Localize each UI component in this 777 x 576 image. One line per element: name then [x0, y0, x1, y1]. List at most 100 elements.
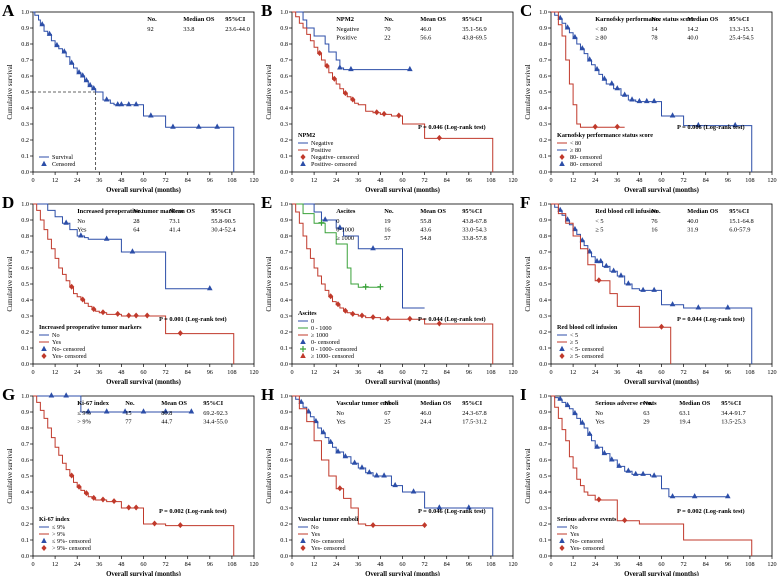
table-cell: ≥ 80: [595, 35, 607, 42]
censor-mark: [608, 80, 615, 86]
censor-mark: [385, 315, 391, 322]
censor-mark: [579, 419, 586, 425]
censor-mark: [331, 75, 337, 82]
censor-mark: [177, 330, 183, 337]
censor-mark: [195, 123, 202, 129]
y-tick-label: 0.0: [280, 361, 288, 368]
censor-mark: [115, 310, 121, 317]
y-tick-label: 0.4: [280, 297, 288, 304]
table-cell: 25.4-54.5: [729, 35, 754, 42]
y-tick-label: 0.0: [21, 553, 29, 560]
y-tick-label: 1.0: [21, 9, 29, 16]
legend-label: Positive: [311, 147, 331, 154]
table-cell: 77: [125, 419, 132, 426]
table-cell: No: [595, 410, 603, 417]
legend-label: 0: [311, 318, 314, 325]
censor-mark: [63, 219, 69, 225]
table-cell: Positive: [336, 35, 357, 42]
x-tick-label: 48: [636, 561, 642, 568]
y-tick-label: 0.2: [280, 329, 288, 336]
x-tick-label: 24: [592, 369, 598, 376]
x-tick-label: 108: [745, 561, 754, 568]
legend-swatch-marker: [41, 545, 47, 551]
legend-swatch-marker: [559, 154, 565, 160]
censor-mark: [381, 110, 387, 117]
table-cell: 46.0: [420, 410, 431, 417]
panel-f: F 0.0 0.1 0.2 0.3 0.4 0.5 0.6 0.7 0.8 0.9 1.0 0 12 24 3…: [520, 193, 777, 386]
y-tick-label: 0.7: [21, 441, 29, 448]
censor-mark: [335, 301, 341, 308]
censor-mark: [100, 496, 106, 503]
table-cell: 44.7: [161, 419, 173, 426]
x-tick-label: 60: [658, 561, 664, 568]
censor-mark: [350, 310, 356, 317]
y-tick-label: 0.3: [539, 505, 547, 512]
table-cell: 70: [384, 26, 390, 33]
x-tick-label: 120: [249, 177, 258, 184]
y-axis-label: Cumulative survival: [266, 256, 273, 311]
y-tick-label: 0.5: [539, 281, 547, 288]
y-tick-label: 0.1: [280, 345, 288, 352]
table-cell: 43.6: [420, 227, 431, 234]
x-tick-label: 84: [185, 369, 191, 376]
y-tick-label: 0.8: [21, 425, 29, 432]
x-tick-label: 12: [570, 177, 576, 184]
censor-mark: [80, 296, 86, 303]
y-tick-label: 0.5: [280, 89, 288, 96]
x-tick-label: 120: [767, 177, 776, 184]
p-value: P = 0.001 (Log-rank test): [159, 316, 227, 323]
table-header: 95%CI: [211, 208, 231, 215]
x-axis-label: Overall survival (months): [106, 571, 181, 576]
y-tick-label: 0.6: [21, 457, 29, 464]
y-tick-label: 0.7: [539, 57, 547, 64]
censor-mark: [61, 48, 68, 54]
y-axis-label: Cumulative survival: [7, 448, 14, 503]
censor-mark: [651, 286, 657, 292]
y-tick-label: 0.1: [539, 537, 547, 544]
legend-label: No: [570, 524, 578, 531]
y-tick-label: 0.3: [280, 121, 288, 128]
table-header: No.: [147, 16, 157, 23]
censor-mark: [78, 232, 84, 238]
legend-swatch-marker: [41, 345, 47, 351]
legend-label: 80- censored: [570, 161, 603, 168]
x-tick-label: 72: [163, 561, 169, 568]
legend-label: 0 - 1000- censored: [311, 346, 358, 353]
table-header: No.: [133, 208, 143, 215]
p-value: P = 0.002 (Log-rank test): [159, 508, 227, 515]
y-axis-label: Cumulative survival: [266, 64, 273, 119]
censor-mark: [337, 224, 343, 230]
y-tick-label: 0.8: [280, 41, 288, 48]
censor-mark: [370, 245, 376, 251]
y-tick-label: 1.0: [280, 201, 288, 208]
censor-mark: [651, 97, 657, 104]
censor-mark: [126, 312, 132, 319]
table-header: Mean OS: [161, 400, 187, 407]
censor-mark: [63, 392, 69, 398]
y-tick-label: 0.7: [539, 249, 547, 256]
y-axis-label: Cumulative survival: [7, 64, 14, 119]
y-tick-label: 0.9: [539, 409, 547, 416]
censor-mark: [320, 429, 327, 435]
table-title: Ascites: [336, 208, 356, 215]
table-cell: ≥ 1000: [336, 235, 354, 242]
y-tick-label: 0.4: [21, 105, 29, 112]
x-tick-label: 48: [377, 177, 383, 184]
censor-mark: [658, 323, 665, 330]
table-cell: Yes: [77, 227, 87, 234]
y-tick-label: 0.0: [21, 361, 29, 368]
x-tick-label: 0: [31, 369, 34, 376]
y-tick-label: 0.4: [21, 489, 29, 496]
panel-letter: I: [520, 385, 527, 404]
legend-title: Serious adverse events: [557, 516, 617, 523]
y-tick-label: 0.1: [539, 153, 547, 160]
legend-label: < 5: [570, 332, 578, 339]
x-tick-label: 48: [118, 177, 124, 184]
legend-swatch-marker: [41, 160, 47, 166]
table-cell: 67: [384, 410, 391, 417]
legend-label: 0 - 1000: [311, 325, 332, 332]
legend-swatch-marker: [300, 346, 306, 352]
table-cell: 13.3-15.1: [729, 26, 754, 33]
table-header: No.: [643, 400, 653, 407]
